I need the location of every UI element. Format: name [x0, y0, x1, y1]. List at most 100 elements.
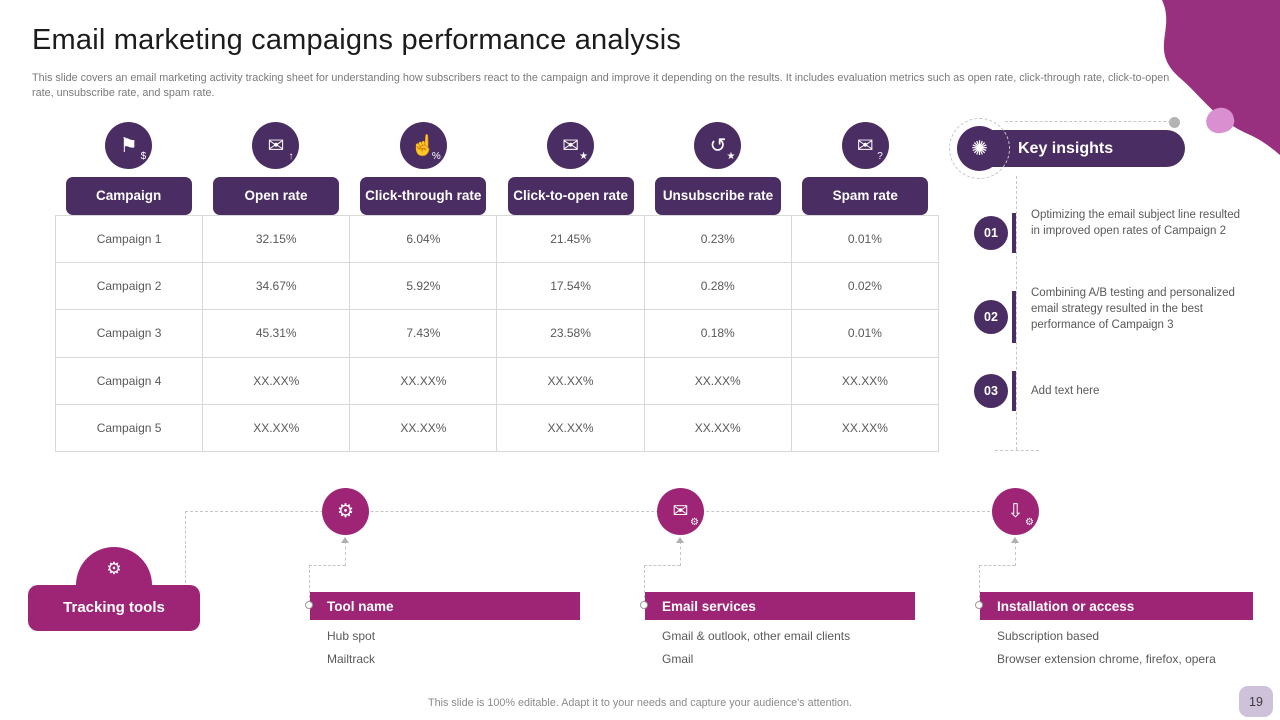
cell: XX.XX% — [202, 403, 351, 453]
group-installation-or-access: Installation or access Subscription base… — [980, 592, 1253, 666]
group-item: Hub spot — [327, 629, 376, 643]
insights-dashed-end — [995, 450, 1039, 451]
insight-text-3-placeholder[interactable]: Add text here — [1031, 385, 1100, 397]
group-bullet — [640, 601, 648, 609]
cell: 0.28% — [643, 262, 792, 311]
cell: Campaign 1 — [54, 214, 204, 264]
connector-arrow — [1011, 537, 1019, 543]
tracking-tools-label: Tracking tools — [28, 585, 200, 631]
cell: 45.31% — [202, 309, 351, 358]
connector — [309, 565, 345, 566]
cell: 23.58% — [496, 309, 645, 358]
email-services-icon: ✉ ⚙ — [657, 488, 704, 535]
column-click-through-rate: ☝% Click-through rate — [350, 122, 497, 215]
connector — [1015, 541, 1016, 566]
cell: 34.67% — [202, 262, 351, 311]
campaign-icon: ⚑ $ — [105, 122, 153, 169]
column-header-unsubscribe-rate: Unsubscribe rate — [654, 177, 781, 215]
connector — [979, 565, 980, 603]
insights-vertical-dashed-line — [1016, 176, 1017, 450]
insight-number-1: 01 — [974, 216, 1008, 250]
table-row: Campaign 5 XX.XX% XX.XX% XX.XX% XX.XX% X… — [54, 403, 940, 453]
table-row: Campaign 1 32.15% 6.04% 21.45% 0.23% 0.0… — [54, 214, 940, 264]
cell: XX.XX% — [643, 403, 792, 453]
column-header-open-rate: Open rate — [212, 177, 339, 215]
group-item: Mailtrack — [327, 652, 376, 666]
click-through-rate-icon: ☝% — [399, 122, 447, 169]
page-number-badge: 19 — [1239, 686, 1273, 717]
cell: 21.45% — [496, 214, 645, 264]
table-row: Campaign 2 34.67% 5.92% 17.54% 0.28% 0.0… — [54, 262, 940, 311]
cell: Campaign 2 — [54, 262, 204, 311]
column-header-campaign: Campaign — [65, 177, 192, 215]
insight-text-1: Optimizing the email subject line result… — [1031, 209, 1241, 237]
cell: XX.XX% — [643, 356, 792, 405]
page-subtitle: This slide covers an email marketing act… — [32, 72, 1170, 99]
tracking-tools-icon: ⚙ — [76, 547, 152, 585]
cell: XX.XX% — [496, 403, 645, 453]
cell: 0.02% — [790, 262, 940, 311]
unsubscribe-rate-icon: ↺ ★ — [694, 122, 742, 169]
connector — [680, 541, 681, 566]
group-title-tool-name: Tool name — [310, 592, 580, 620]
cell: 17.54% — [496, 262, 645, 311]
column-header-click-to-open-rate: Click-to-open rate — [507, 177, 634, 215]
column-open-rate: ✉ ↑ Open rate — [202, 122, 349, 215]
cell: 0.23% — [643, 214, 792, 264]
connector-arrow — [676, 537, 684, 543]
insight-bar-2 — [1012, 291, 1016, 343]
table-row: Campaign 4 XX.XX% XX.XX% XX.XX% XX.XX% X… — [54, 356, 940, 405]
tracking-riser-dashed-line — [185, 511, 186, 588]
cell: 0.01% — [790, 214, 940, 264]
group-item: Gmail — [662, 652, 694, 666]
campaign-metrics-table: Campaign 1 32.15% 6.04% 21.45% 0.23% 0.0… — [54, 214, 940, 453]
table-header-columns: ⚑ $ Campaign ✉ ↑ Open rate ☝% Click-throug… — [55, 122, 939, 215]
key-insights-dashed-ring — [949, 118, 1010, 179]
corner-blob-graphic — [1162, 0, 1280, 155]
cell: Campaign 5 — [54, 403, 204, 453]
group-bullet — [975, 601, 983, 609]
cell: XX.XX% — [790, 356, 940, 405]
insight-bar-3 — [1012, 371, 1016, 411]
column-spam-rate: ✉? Spam rate — [792, 122, 939, 215]
connector — [644, 565, 680, 566]
cell: 32.15% — [202, 214, 351, 264]
column-click-to-open-rate: ✉ ★ Click-to-open rate — [497, 122, 644, 215]
table-row: Campaign 3 45.31% 7.43% 23.58% 0.18% 0.0… — [54, 309, 940, 358]
click-to-open-rate-icon: ✉ ★ — [547, 122, 595, 169]
insight-number-3: 03 — [974, 374, 1008, 408]
cell: XX.XX% — [496, 356, 645, 405]
insight-number-2: 02 — [974, 300, 1008, 334]
connector — [309, 565, 310, 603]
page-title: Email marketing campaigns performance an… — [32, 24, 682, 56]
insight-bar-1 — [1012, 213, 1016, 253]
key-insights-idea-icon: ✺ — [957, 126, 1002, 171]
group-item: Subscription based — [997, 629, 1100, 643]
group-item: Browser extension chrome, firefox, opera — [997, 652, 1216, 666]
group-title-email-services: Email services — [645, 592, 915, 620]
cell: 0.01% — [790, 309, 940, 358]
cell: XX.XX% — [790, 403, 940, 453]
tool-name-icon: ⚙ — [322, 488, 369, 535]
column-header-spam-rate: Spam rate — [802, 177, 929, 215]
group-title-installation-or-access: Installation or access — [980, 592, 1253, 620]
cell: Campaign 4 — [54, 356, 204, 405]
cell: 0.18% — [643, 309, 792, 358]
connector — [345, 541, 346, 566]
connector — [644, 565, 645, 603]
group-email-services: Email services Gmail & outlook, other em… — [645, 592, 915, 666]
connector — [979, 565, 1015, 566]
column-header-click-through-rate: Click-through rate — [360, 177, 487, 215]
cell: XX.XX% — [202, 356, 351, 405]
spam-rate-icon: ✉? — [841, 122, 889, 169]
connector-dot — [1169, 117, 1180, 128]
insights-top-dashed-line — [1005, 121, 1171, 122]
cell: 7.43% — [349, 309, 498, 358]
column-campaign: ⚑ $ Campaign — [55, 122, 202, 215]
cell: Campaign 3 — [54, 309, 204, 358]
connector-arrow — [341, 537, 349, 543]
installation-icon: ⇩ ⚙ — [992, 488, 1039, 535]
group-item: Gmail & outlook, other email clients — [662, 629, 851, 643]
footer-note: This slide is 100% editable. Adapt it to… — [427, 697, 852, 709]
group-bullet — [305, 601, 313, 609]
